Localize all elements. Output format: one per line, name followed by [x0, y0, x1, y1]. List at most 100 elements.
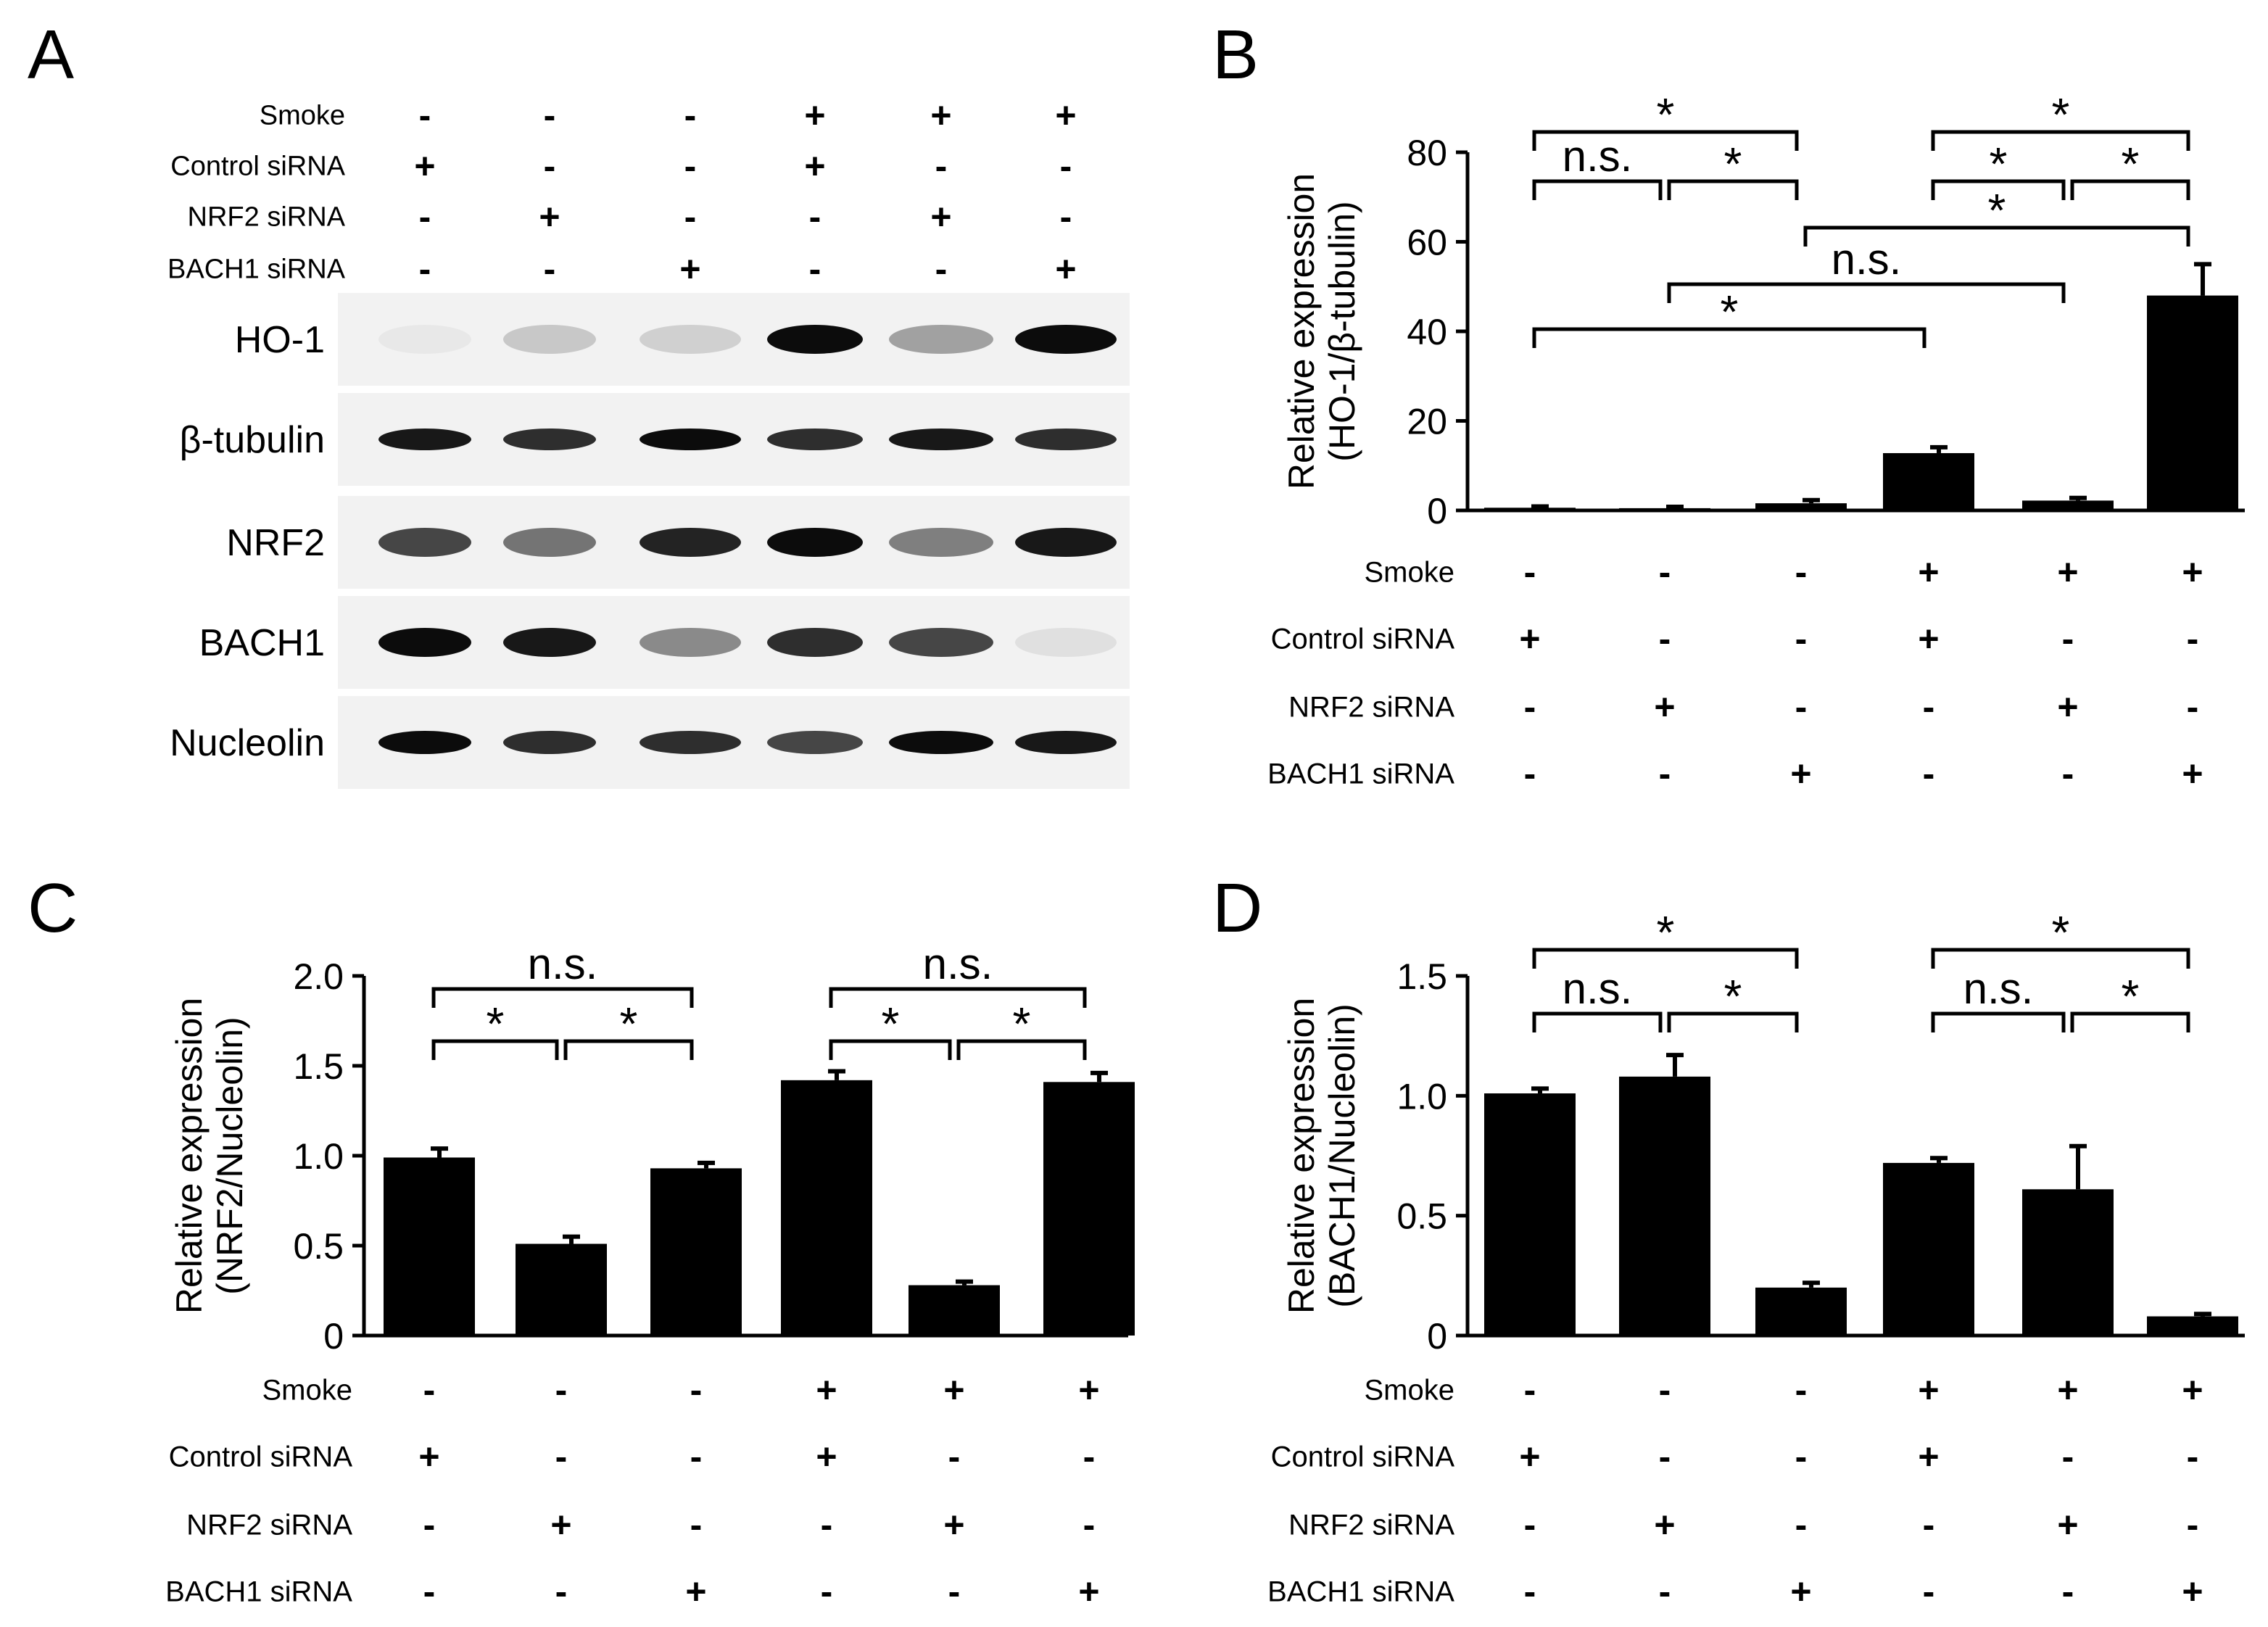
blot-band — [503, 628, 596, 657]
blot-strip — [338, 293, 1130, 386]
chart-b-bracket-label: * — [1721, 286, 1739, 338]
blot-band — [503, 325, 596, 354]
chart-b-condition-sign: - — [1659, 753, 1671, 794]
chart-d-condition-label: BACH1 siRNA — [1267, 1576, 1454, 1607]
chart-d-bracket-label: n.s. — [1963, 964, 2034, 1013]
chart-d-ylabel-line2: (BACH1/Nucleolin) — [1322, 1003, 1362, 1308]
blot-condition-sign: - — [544, 146, 556, 186]
chart-b-ylabel-line2: (HO-1/β-tubulin) — [1322, 201, 1362, 461]
chart-d-condition-sign: + — [2057, 1370, 2078, 1410]
blot-condition-sign: - — [935, 249, 948, 289]
blot-condition-label: Smoke — [260, 101, 345, 131]
chart-d-condition-sign: + — [1654, 1504, 1675, 1545]
blot-band — [1015, 528, 1117, 557]
chart-d-ylabel: Relative expression (BACH1/Nucleolin) — [1281, 998, 1362, 1314]
blot-band — [503, 429, 596, 450]
chart-d-bar — [2022, 1189, 2114, 1336]
blot-condition-sign: + — [930, 95, 951, 136]
chart-c-bar — [650, 1168, 742, 1336]
chart-b-bracket-label: n.s. — [1832, 235, 1902, 283]
chart-d-bar — [1619, 1076, 1710, 1336]
chart-b-bracket-label: * — [2052, 88, 2070, 141]
chart-b-y-tick-label: 80 — [1407, 133, 1447, 173]
chart-b-significance: * *n.s. * * **n.s.* — [1532, 88, 2190, 348]
chart-d-bracket — [1667, 1011, 1799, 1032]
chart-d-condition-sign: + — [1790, 1571, 1811, 1612]
chart-c-bar — [516, 1243, 607, 1336]
blot-band — [640, 731, 741, 754]
blot-condition-sign: - — [544, 95, 556, 136]
chart-b-condition-label: BACH1 siRNA — [1267, 758, 1454, 790]
blot-band — [378, 628, 471, 657]
chart-c-significance: n.s. n.s. * * * * — [431, 940, 1087, 1060]
chart-c-bracket-label: * — [882, 998, 900, 1050]
chart-d-significance: * * n.s. * n.s. * — [1532, 906, 2190, 1032]
chart-c-condition-sign: - — [690, 1504, 703, 1545]
blot-condition-sign: + — [1055, 95, 1076, 136]
chart-c-condition-sign: + — [943, 1370, 964, 1410]
chart-c-condition-sign: - — [690, 1436, 703, 1477]
chart-c: 0 0.5 1.0 1.5 2.0 Relative expression (NRF2/Nu… — [169, 940, 1135, 1357]
blot-condition-sign: + — [1055, 249, 1076, 289]
blot-band — [1015, 429, 1117, 450]
blot-band — [767, 325, 863, 354]
chart-d-condition-sign: - — [2187, 1436, 2199, 1477]
panel-letter-d: D — [1212, 869, 1262, 947]
blot-condition-sign: + — [414, 146, 435, 186]
chart-c-condition-sign: - — [1083, 1436, 1096, 1477]
chart-b-bracket — [1532, 130, 1799, 151]
blot-condition-sign: - — [419, 249, 431, 289]
chart-c-condition-sign: + — [418, 1436, 439, 1477]
chart-d-bracket-label: * — [2052, 906, 2070, 959]
chart-c-ylabel-line1: Relative expression — [169, 998, 210, 1314]
chart-b-bar — [1619, 508, 1710, 510]
chart-d-bracket — [1532, 1011, 1663, 1032]
chart-b-ylabel: Relative expression (HO-1/β-tubulin) — [1281, 173, 1362, 489]
chart-c-condition-sign: - — [423, 1504, 436, 1545]
blot-band — [889, 628, 993, 657]
chart-b-bracket — [1931, 179, 2066, 200]
blot-band — [378, 429, 471, 450]
western-blot: HO-1 β-tubulin NRF2 BACH1 Nucleolin — [170, 293, 1130, 789]
chart-c-y-tick-label: 1.5 — [293, 1046, 344, 1087]
chart-b-condition-sign: - — [2062, 618, 2074, 659]
chart-c-condition-label: BACH1 siRNA — [165, 1576, 352, 1607]
chart-d-bracket-label: * — [1657, 906, 1675, 959]
chart-c-bracket — [956, 1039, 1087, 1060]
blot-row-label: HO-1 — [235, 319, 325, 361]
chart-c-bracket-label: * — [620, 998, 638, 1050]
chart-b-condition-sign: + — [1918, 618, 1939, 659]
chart-c-bracket — [431, 1039, 559, 1060]
chart-b-condition-sign: - — [1923, 687, 1935, 727]
chart-b-bracket-label: * — [1990, 138, 2008, 190]
chart-d-bar — [2147, 1316, 2238, 1336]
chart-c-condition-sign: - — [948, 1571, 961, 1612]
blot-condition-label: Control siRNA — [170, 152, 345, 182]
chart-c-condition-sign: - — [948, 1436, 961, 1477]
chart-c-condition-sign: + — [816, 1436, 837, 1477]
chart-c-bar — [1043, 1082, 1135, 1336]
chart-d-y-tick-label: 1.5 — [1396, 956, 1447, 997]
chart-c-bar — [909, 1285, 1000, 1336]
chart-c-bar — [384, 1157, 475, 1336]
chart-b-condition-label: Smoke — [1365, 556, 1455, 588]
blot-condition-sign: - — [544, 249, 556, 289]
blot-condition-table: Smoke - - - + + + Control siRNA + - - + - - NRF2 siRNA… — [167, 95, 1077, 289]
chart-c-y-tick-label: 0 — [323, 1316, 344, 1357]
chart-d-condition-sign: + — [1918, 1436, 1939, 1477]
chart-b-condition-sign: - — [1795, 618, 1808, 659]
blot-band — [640, 325, 741, 354]
chart-b-condition-sign: + — [1790, 753, 1811, 794]
chart-b-bracket — [1931, 130, 2190, 151]
chart-c-ylabel-line2: (NRF2/Nucleolin) — [210, 1017, 250, 1294]
chart-b-condition-sign: - — [1795, 687, 1808, 727]
chart-b-condition-table: Smoke - - - + + + Control siRNA + - - + - - NRF2 siRNA… — [1267, 552, 2203, 794]
chart-c-condition-sign: - — [821, 1504, 833, 1545]
chart-c-bracket — [829, 987, 1087, 1008]
chart-d-y-tick-label: 0 — [1427, 1316, 1447, 1357]
chart-c-bracket — [431, 987, 694, 1008]
chart-c-condition-sign: - — [423, 1571, 436, 1612]
chart-b-condition-sign: - — [1659, 618, 1671, 659]
chart-b-y-tick-label: 60 — [1407, 223, 1447, 263]
